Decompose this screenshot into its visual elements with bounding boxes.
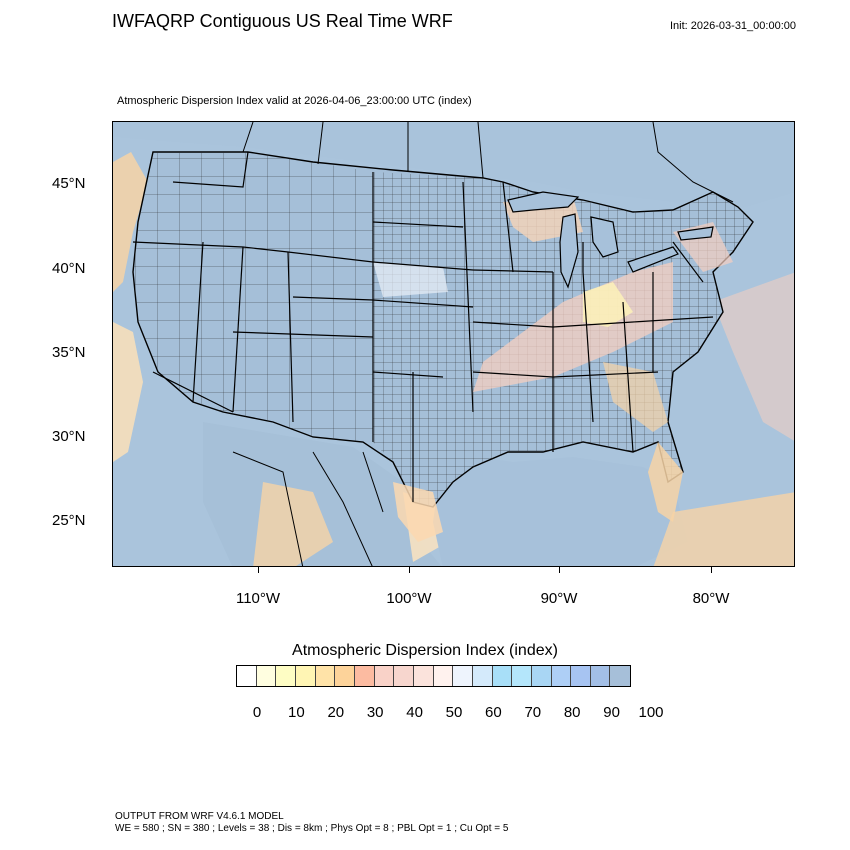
lat-label-30n: 30°N (52, 428, 86, 445)
legend-swatch (591, 666, 611, 686)
legend-tick-label: 10 (288, 704, 305, 721)
us-map (113, 122, 795, 567)
lon-tick-80w (711, 567, 712, 573)
map-subtitle: Atmospheric Dispersion Index valid at 20… (117, 95, 472, 107)
legend-swatch (571, 666, 591, 686)
lat-label-35n: 35°N (52, 344, 86, 361)
lat-label-45n: 45°N (52, 175, 86, 192)
legend-swatch (414, 666, 434, 686)
init-time: Init: 2026-03-31_00:00:00 (670, 20, 796, 32)
footer: OUTPUT FROM WRF V4.6.1 MODEL WE = 580 ; … (115, 811, 508, 835)
legend-swatch (394, 666, 414, 686)
map-panel (112, 121, 795, 567)
lat-label-25n: 25°N (52, 512, 86, 529)
legend-swatch (296, 666, 316, 686)
lon-label-110w: 110°W (236, 590, 280, 607)
lon-tick-110w (258, 567, 259, 573)
legend-title: Atmospheric Dispersion Index (index) (0, 642, 850, 660)
legend-swatch (493, 666, 513, 686)
lon-label-80w: 80°W (693, 590, 730, 607)
legend-swatch (512, 666, 532, 686)
legend-swatch (453, 666, 473, 686)
legend-swatch (257, 666, 277, 686)
lon-tick-100w (409, 567, 410, 573)
legend-tick-label: 40 (406, 704, 423, 721)
legend-swatch (335, 666, 355, 686)
legend-swatch (355, 666, 375, 686)
legend-swatch (316, 666, 336, 686)
legend-swatch (434, 666, 454, 686)
legend-swatch (552, 666, 572, 686)
footer-config-line: WE = 580 ; SN = 380 ; Levels = 38 ; Dis … (115, 823, 508, 835)
legend-tick-label: 0 (253, 704, 261, 721)
legend-tick-label: 30 (367, 704, 384, 721)
lon-label-90w: 90°W (541, 590, 578, 607)
lon-label-100w: 100°W (386, 590, 431, 607)
legend-tick-label: 70 (524, 704, 541, 721)
legend-tick-label: 100 (638, 704, 663, 721)
legend-tick-label: 50 (446, 704, 463, 721)
legend-colorbar (236, 665, 631, 687)
legend-tick-label: 60 (485, 704, 502, 721)
legend-tick-label: 90 (603, 704, 620, 721)
lat-label-40n: 40°N (52, 260, 86, 277)
main-title: IWFAQRP Contiguous US Real Time WRF (112, 11, 453, 32)
legend-tick-label: 20 (327, 704, 344, 721)
legend-swatch (375, 666, 395, 686)
legend-swatch (276, 666, 296, 686)
footer-model-line: OUTPUT FROM WRF V4.6.1 MODEL (115, 811, 508, 823)
legend-swatch (532, 666, 552, 686)
legend-swatch (473, 666, 493, 686)
lon-tick-90w (559, 567, 560, 573)
legend-swatch (237, 666, 257, 686)
legend-swatch (610, 666, 630, 686)
legend-tick-label: 80 (564, 704, 581, 721)
